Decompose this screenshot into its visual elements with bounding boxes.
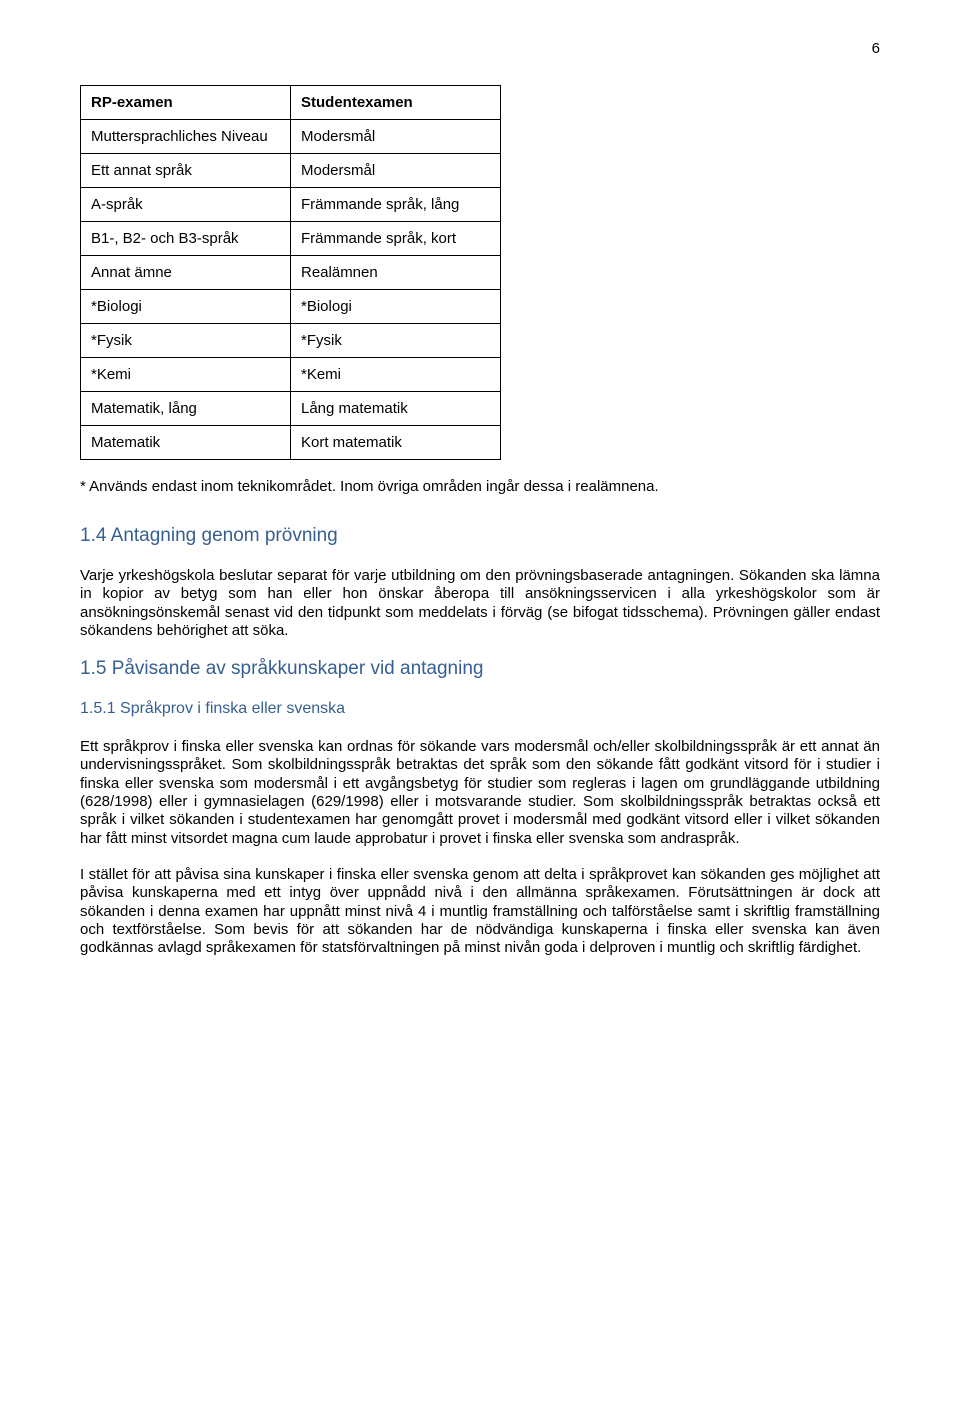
- table-cell-right: *Fysik: [291, 324, 501, 358]
- table-row: A-språkFrämmande språk, lång: [81, 188, 501, 222]
- table-cell-right: Främmande språk, kort: [291, 222, 501, 256]
- table-cell-left: *Kemi: [81, 358, 291, 392]
- heading-1-5: 1.5 Påvisande av språkkunskaper vid anta…: [80, 658, 880, 680]
- table-row: *Fysik*Fysik: [81, 324, 501, 358]
- table-cell-left: Matematik, lång: [81, 392, 291, 426]
- table-row: Annat ämneRealämnen: [81, 256, 501, 290]
- table-cell-left: B1-, B2- och B3-språk: [81, 222, 291, 256]
- table-cell-left: Muttersprachliches Niveau: [81, 120, 291, 154]
- table-cell-right: Modersmål: [291, 154, 501, 188]
- table-cell-right: *Biologi: [291, 290, 501, 324]
- table-cell-right: *Kemi: [291, 358, 501, 392]
- table-cell-left: RP-examen: [81, 86, 291, 120]
- table-cell-left: *Fysik: [81, 324, 291, 358]
- table-cell-right: Lång matematik: [291, 392, 501, 426]
- page-number: 6: [80, 40, 880, 57]
- paragraph-1-4: Varje yrkeshögskola beslutar separat för…: [80, 567, 880, 640]
- table-row: Muttersprachliches NiveauModersmål: [81, 120, 501, 154]
- table-row: RP-examenStudentexamen: [81, 86, 501, 120]
- heading-1-5-1: 1.5.1 Språkprov i finska eller svenska: [80, 700, 880, 718]
- table-cell-right: Modersmål: [291, 120, 501, 154]
- table-row: *Kemi*Kemi: [81, 358, 501, 392]
- table-row: MatematikKort matematik: [81, 426, 501, 460]
- table-row: *Biologi*Biologi: [81, 290, 501, 324]
- table-cell-left: Annat ämne: [81, 256, 291, 290]
- table-row: B1-, B2- och B3-språkFrämmande språk, ko…: [81, 222, 501, 256]
- table-cell-left: A-språk: [81, 188, 291, 222]
- paragraph-1-5-1-b: I stället för att påvisa sina kunskaper …: [80, 866, 880, 957]
- table-cell-left: Ett annat språk: [81, 154, 291, 188]
- comparison-table: RP-examenStudentexamenMuttersprachliches…: [80, 85, 501, 460]
- table-cell-left: Matematik: [81, 426, 291, 460]
- paragraph-1-5-1-a: Ett språkprov i finska eller svenska kan…: [80, 738, 880, 848]
- table-cell-right: Realämnen: [291, 256, 501, 290]
- table-footnote: * Används endast inom teknikområdet. Ino…: [80, 478, 880, 495]
- table-cell-right: Främmande språk, lång: [291, 188, 501, 222]
- table-row: Ett annat språkModersmål: [81, 154, 501, 188]
- heading-1-4: 1.4 Antagning genom prövning: [80, 525, 880, 547]
- table-cell-left: *Biologi: [81, 290, 291, 324]
- table-row: Matematik, långLång matematik: [81, 392, 501, 426]
- table-cell-right: Kort matematik: [291, 426, 501, 460]
- table-cell-right: Studentexamen: [291, 86, 501, 120]
